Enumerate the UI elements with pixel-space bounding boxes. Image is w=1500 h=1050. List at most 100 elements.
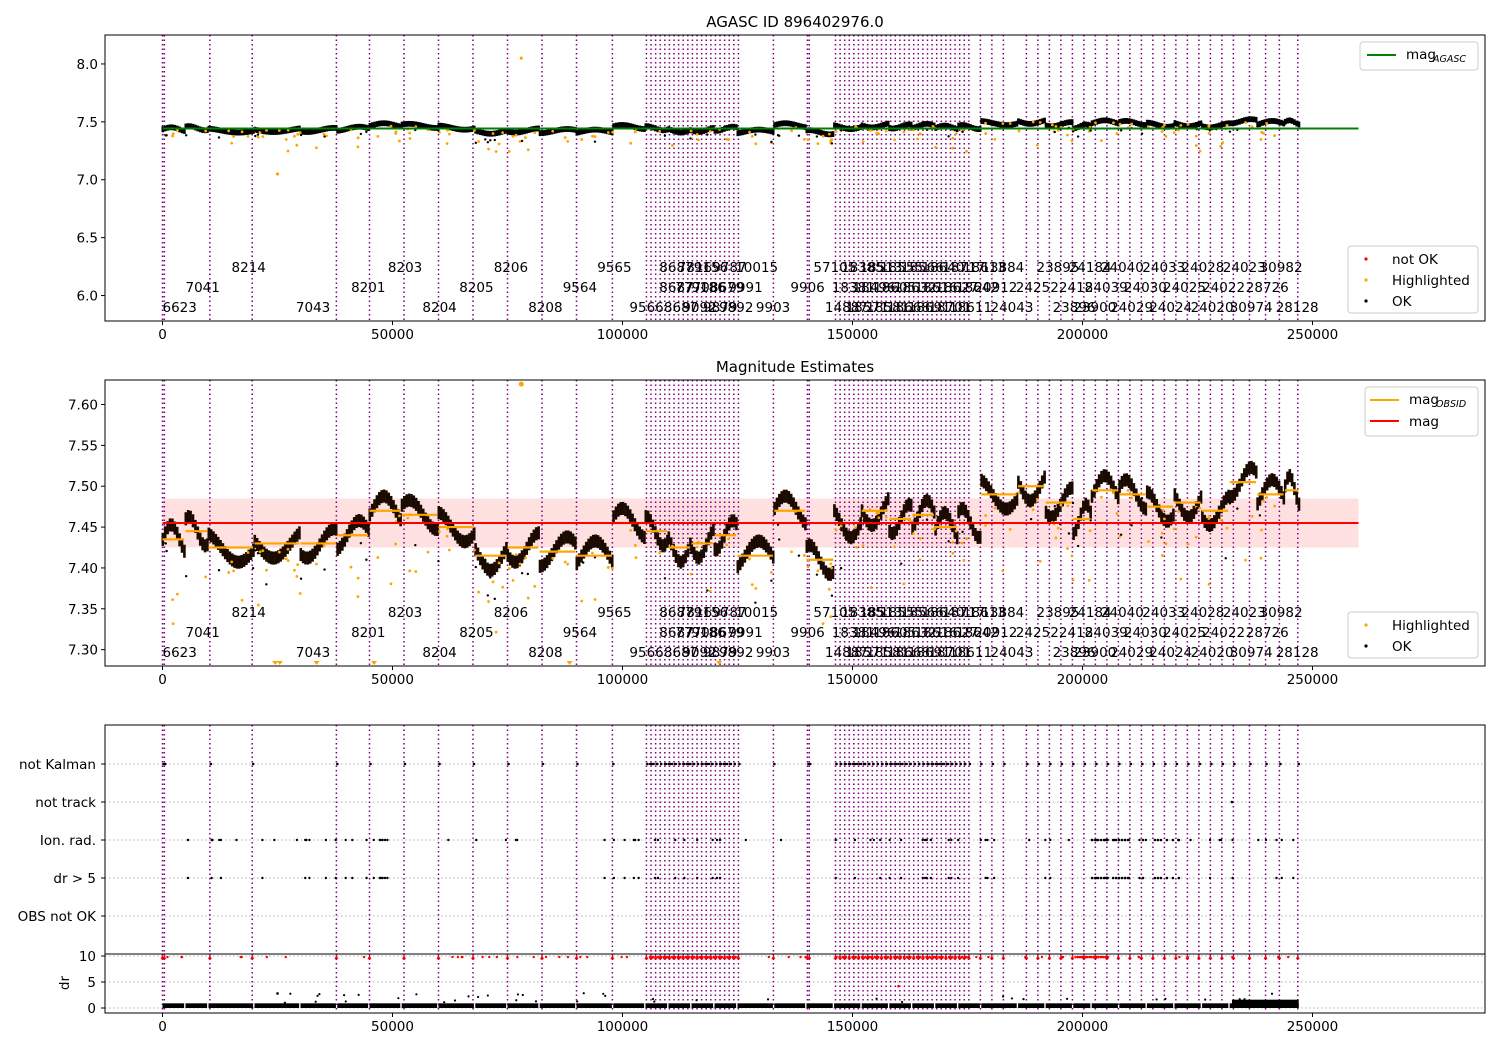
obsid-label: 18581 (866, 300, 909, 316)
obsid-label: 18571 (846, 645, 889, 661)
ok-point (437, 129, 440, 132)
ok-point (1150, 489, 1154, 503)
ok-point (1283, 118, 1287, 125)
ok-point (360, 514, 363, 528)
ok-point (706, 133, 709, 136)
ok-point (925, 120, 929, 127)
ok-point (1066, 484, 1069, 498)
ok-point (1263, 481, 1267, 496)
flag-point (637, 838, 640, 842)
highlighted-point (394, 130, 398, 134)
obsid-label: 23896 (1053, 645, 1096, 661)
flag-point (670, 762, 674, 766)
ok-point (748, 541, 751, 556)
flag-point (1210, 762, 1213, 766)
ok-point (256, 133, 260, 136)
obsid-label: 18605 (873, 280, 916, 296)
y-tick-label: 6.5 (77, 231, 98, 247)
ok-point (299, 133, 303, 137)
ok-point (667, 531, 671, 545)
dr-x-axis: 0 50000 100000 150000 200000 250000 (158, 1013, 1338, 1035)
highlighted-point (446, 527, 449, 531)
flag-point (1275, 838, 1278, 842)
ok-point (230, 129, 234, 136)
ok-point (548, 551, 551, 565)
flag-point (603, 876, 606, 880)
highlighted-point (1088, 529, 1092, 533)
ok-point (1227, 489, 1230, 503)
dr-clipped-marker (804, 955, 807, 959)
ok-point (191, 123, 195, 130)
ok-point (666, 534, 669, 548)
ok-point (1272, 118, 1276, 124)
ok-point (831, 565, 835, 580)
flag-point (1257, 838, 1260, 842)
dr-clipped-marker (695, 955, 699, 959)
panel1-legend-bottom: not OK Highlighted OK (1347, 245, 1479, 314)
dr-point (1238, 998, 1241, 1001)
highlighted-point (227, 571, 231, 574)
obsid-label: 9879 (703, 300, 737, 316)
highlighted-point (770, 571, 773, 574)
ok-point (884, 496, 888, 510)
ok-point (203, 539, 207, 553)
obsid-label: 28726 (1246, 625, 1289, 641)
obsid-label: 24184 (1069, 605, 1112, 621)
ok-point (736, 130, 740, 137)
ok-point (252, 543, 255, 557)
ok-point (1197, 121, 1200, 128)
ok-point (577, 553, 581, 567)
ok-point (350, 520, 354, 534)
obsid-label: 30974 (1230, 645, 1273, 661)
dr-clipped-marker (902, 955, 906, 959)
highlighted-point (240, 598, 244, 602)
highlighted-point (821, 622, 825, 626)
dr-clipped-marker (870, 955, 874, 959)
ok-point (886, 492, 890, 506)
ok-point (817, 129, 821, 135)
ok-point (1043, 470, 1046, 484)
obsid-label: 8206 (494, 260, 528, 276)
ok-point (732, 123, 736, 130)
dr-clipped-marker (334, 954, 339, 960)
obsid-label: 2425 (1016, 625, 1050, 641)
ok-point (543, 557, 547, 571)
obsid-label: 8214 (232, 605, 266, 621)
obsid-label: 22418 (1050, 625, 1093, 641)
highlighted-point (951, 146, 955, 150)
ok-point (484, 558, 487, 561)
ok-point (183, 128, 186, 134)
dr-point (357, 993, 360, 996)
dr-clipped-marker (1139, 954, 1144, 960)
ok-point (214, 533, 218, 548)
ok-point (1247, 461, 1251, 475)
flag-point (1102, 876, 1106, 880)
highlighted-point (1066, 504, 1070, 508)
dr-clipped-marker (1035, 954, 1040, 960)
ok-point (1097, 474, 1101, 488)
highlighted-point (954, 132, 958, 136)
dr-point (342, 994, 346, 997)
y-tick-label: 7.40 (68, 561, 98, 577)
dr-clipped-marker (644, 954, 649, 960)
ok-point (730, 123, 733, 130)
flag-point (1049, 876, 1052, 880)
ok-point (1167, 514, 1170, 528)
ok-point (419, 504, 423, 518)
legend-mag-label: mag (1409, 414, 1439, 430)
ok-point (194, 519, 197, 533)
highlighted-point (445, 142, 449, 145)
dr-clipped-marker (918, 955, 921, 959)
ok-point (1015, 492, 1019, 506)
ok-point (548, 129, 551, 135)
highlighted-point (566, 562, 570, 566)
highlighted-point (1035, 497, 1039, 501)
ok-point (741, 553, 744, 567)
ok-point (1142, 122, 1145, 128)
highlighted-point (1031, 120, 1035, 124)
ok-point (439, 507, 443, 521)
ok-point (730, 514, 733, 528)
ok-point (1137, 120, 1140, 127)
flag-point (261, 838, 264, 842)
flag-point (612, 876, 616, 880)
